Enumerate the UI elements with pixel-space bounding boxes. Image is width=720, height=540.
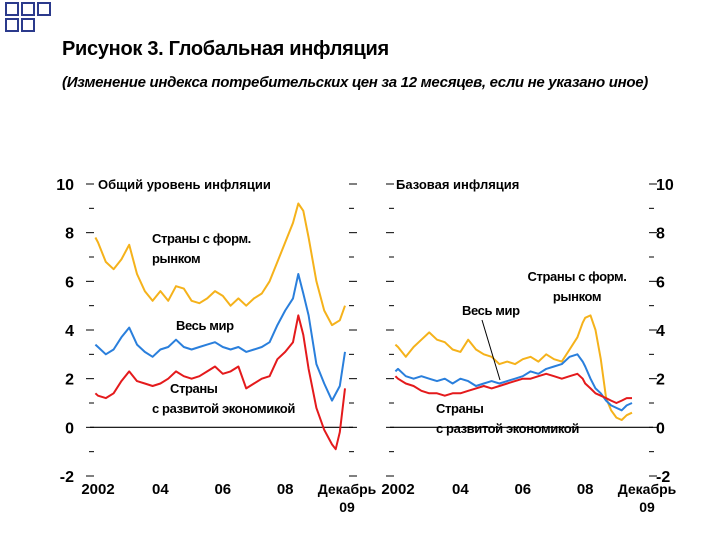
series-line-emerging <box>94 202 346 327</box>
y-tick-label: 8 <box>656 226 665 243</box>
deco-square <box>5 2 19 16</box>
figure-title: Рисунок 3. Глобальная инфляция <box>62 38 389 60</box>
y-tick-label: 4 <box>656 323 665 340</box>
series-annotation: Весь мир <box>462 303 520 318</box>
y-tick-label: 10 <box>56 177 74 194</box>
figure-subtitle: (Изменение индекса потребительских цен з… <box>62 74 648 91</box>
series-annotation: Страны с форм. рынком <box>152 231 251 266</box>
headline-inflation-chart: -2 0 2 4 6 8 10 Общий уровень инфляции 2002 04 06 0… <box>56 177 376 515</box>
y-tick-label: 6 <box>65 274 74 291</box>
series-line-advanced <box>94 314 346 451</box>
y-tick-label: 10 <box>656 177 674 194</box>
deco-square <box>37 2 51 16</box>
y-tick-label: 6 <box>656 274 665 291</box>
y-tick-label: 4 <box>65 323 74 340</box>
core-inflation-chart: -2 0 2 4 6 8 10 Базовая инфляция 2002 04 06 08 Декаб… <box>381 177 676 515</box>
panel-title: Базовая инфляция <box>396 177 519 192</box>
deco-square <box>5 18 19 32</box>
x-tick-label: 08 <box>577 481 594 498</box>
series-line-world <box>394 353 633 412</box>
x-tick-label: 2002 <box>381 481 414 498</box>
slide-decoration <box>5 2 51 32</box>
x-tick-label: 2002 <box>81 481 114 498</box>
series-annotation: Страны с развитой экономикой <box>152 381 295 416</box>
x-tick-label: 04 <box>452 481 469 498</box>
x-tick-label: Декабрь 09 <box>618 481 677 515</box>
y-tick-label: -2 <box>60 469 74 486</box>
series-line-world <box>94 273 346 402</box>
x-tick-label: 06 <box>214 481 231 498</box>
deco-square <box>21 2 35 16</box>
x-tick-label: 06 <box>514 481 531 498</box>
y-tick-label: -2 <box>656 469 670 486</box>
annotation-leader <box>481 319 501 381</box>
x-tick-label: 04 <box>152 481 169 498</box>
y-tick-label: 0 <box>65 420 74 437</box>
series-line-advanced <box>394 372 632 404</box>
deco-square <box>21 18 35 32</box>
series-annotation: Весь мир <box>176 318 234 333</box>
y-tick-label: 2 <box>656 372 665 389</box>
panel-title: Общий уровень инфляции <box>98 177 271 192</box>
series-annotation: Страны с развитой экономикой <box>436 401 579 436</box>
y-tick-label: 8 <box>65 226 74 243</box>
y-tick-label: 2 <box>65 372 74 389</box>
y-tick-label: 0 <box>656 420 665 437</box>
series-annotation: Страны с форм. рынком <box>528 269 627 304</box>
x-tick-label: 08 <box>277 481 294 498</box>
x-tick-label: Декабрь 09 <box>318 481 377 515</box>
series-line-emerging <box>394 314 633 421</box>
